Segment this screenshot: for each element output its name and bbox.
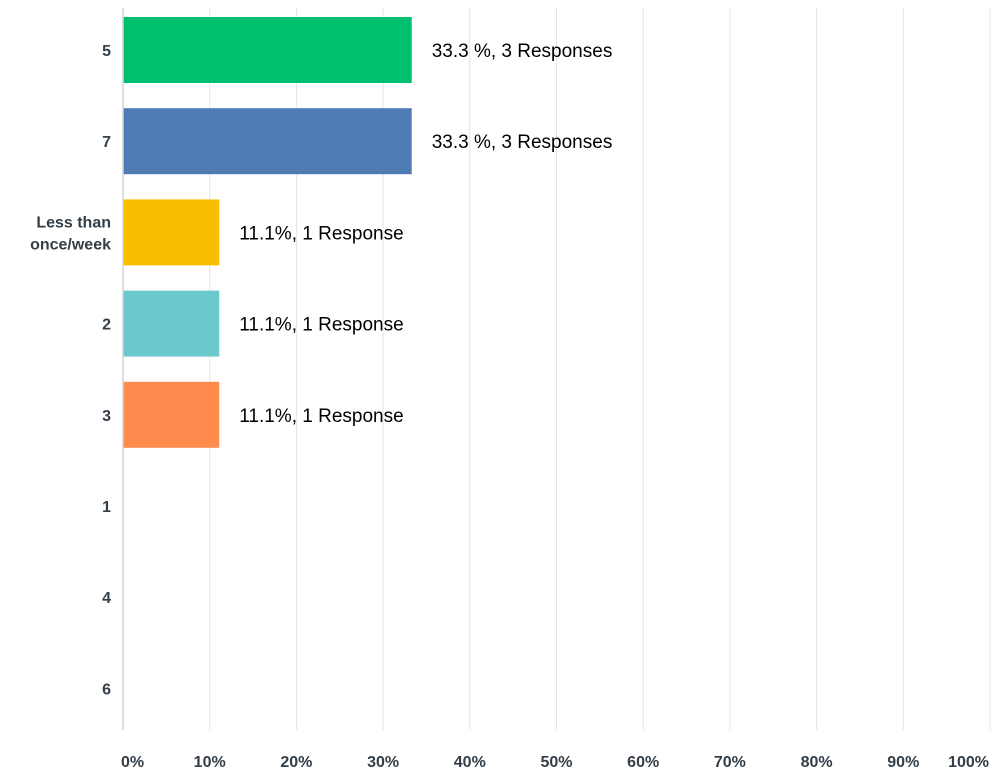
x-tick-label: 70% (714, 754, 746, 771)
category-label: Less than once/week (30, 214, 111, 253)
x-tick-label: 20% (280, 754, 312, 771)
category-label: 6 (102, 681, 111, 698)
x-tick-label: 80% (801, 754, 833, 771)
data-labels: 33.3 %, 3 Responses 33.3 %, 3 Responses 11… (239, 41, 612, 427)
category-labels: 5 7 Less than once/week 2 3 1 4 6 (30, 43, 111, 698)
category-label: 1 (102, 499, 111, 516)
data-label: 33.3 %, 3 Responses (432, 41, 613, 62)
category-label: 3 (102, 408, 111, 425)
x-tick-label: 0% (121, 754, 144, 771)
bar-2 (123, 290, 220, 357)
bar-5 (123, 17, 412, 83)
data-label: 33.3 %, 3 Responses (432, 132, 613, 153)
x-tick-label: 40% (454, 754, 486, 771)
x-tick-label: 100% (948, 754, 989, 771)
x-tick-label: 90% (887, 754, 919, 771)
data-label: 11.1%, 1 Response (239, 406, 403, 427)
bar-7 (123, 108, 412, 175)
category-label: 4 (102, 590, 111, 607)
bar-3 (123, 381, 220, 448)
category-label: 5 (102, 43, 111, 60)
data-label: 11.1%, 1 Response (239, 315, 403, 336)
x-tick-label: 30% (367, 754, 399, 771)
x-tick-label: 50% (540, 754, 572, 771)
data-label: 11.1%, 1 Response (239, 223, 403, 244)
bar-less-than-once-week (123, 199, 220, 266)
x-tick-label: 10% (194, 754, 226, 771)
category-label: 2 (102, 317, 111, 334)
x-tick-labels: 0% 10% 20% 30% 40% 50% 60% 70% 80% 90% 100% (121, 754, 989, 771)
bars (123, 17, 412, 448)
x-tick-label: 60% (627, 754, 659, 771)
category-label: 7 (102, 134, 111, 151)
